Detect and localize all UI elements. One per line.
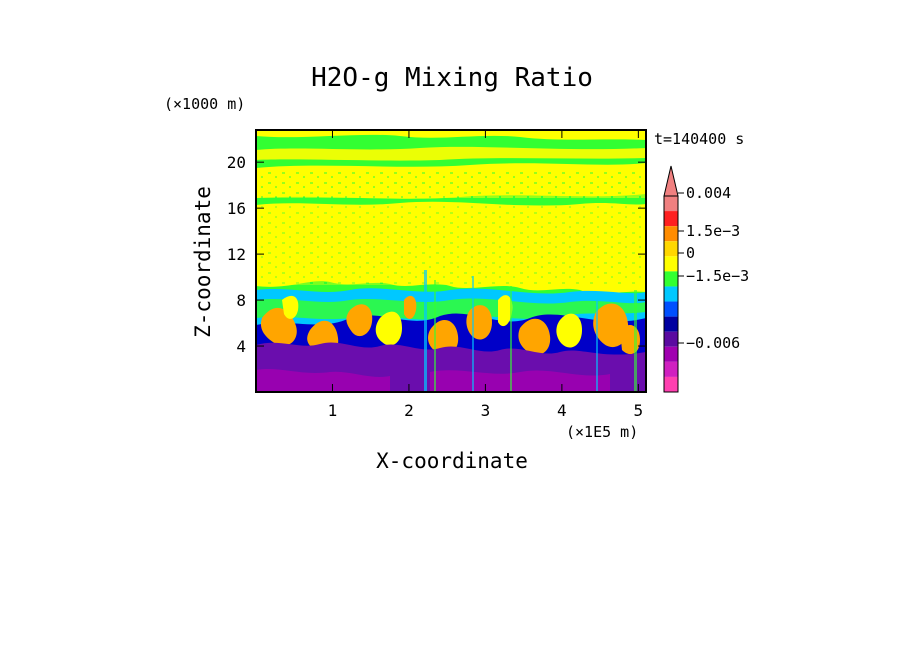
colorbar-segment — [664, 301, 678, 317]
contour-field — [256, 130, 646, 392]
colorbar-segment — [664, 241, 678, 257]
colorbar-frame — [663, 195, 679, 393]
x-tick-label: 2 — [404, 401, 414, 420]
y-tick-label: 20 — [227, 153, 246, 172]
colorbar-segment — [664, 376, 678, 392]
y-unit-label: (×1000 m) — [164, 95, 245, 113]
x-tick-label: 5 — [634, 401, 644, 420]
colorbar-labels: 0.004 1.5e−3 0 −1.5e−3 −0.006 — [678, 184, 749, 352]
x-tick-label: 3 — [481, 401, 491, 420]
x-tick-label: 4 — [557, 401, 567, 420]
y-tick-label: 8 — [236, 291, 246, 310]
y-tick-label: 4 — [236, 337, 246, 356]
x-axis: 1 2 3 4 5 — [328, 130, 644, 420]
colorbar-segment — [664, 256, 678, 272]
colorbar-segment — [664, 361, 678, 377]
colorbar-label: −0.006 — [686, 334, 740, 352]
y-tick-label: 12 — [227, 245, 246, 264]
colorbar-segment — [664, 196, 678, 212]
colorbar-label: 0 — [686, 244, 695, 262]
colorbar-label: 0.004 — [686, 184, 731, 202]
colorbar-segment — [664, 226, 678, 242]
x-tick-label: 1 — [328, 401, 338, 420]
x-unit-label: (×1E5 m) — [566, 423, 638, 441]
colorbar-segment — [664, 271, 678, 287]
chart-title: H2O-g Mixing Ratio — [311, 63, 593, 93]
colorbar-arrow — [663, 165, 679, 197]
colorbar-segment — [664, 211, 678, 227]
colorbar-segment — [664, 346, 678, 362]
colorbar-segment — [664, 331, 678, 347]
time-label: t=140400 s — [654, 130, 744, 148]
colorbar — [663, 165, 679, 393]
colorbar-segment — [664, 316, 678, 332]
x-axis-label: X-coordinate — [376, 449, 528, 473]
colorbar-label: 1.5e−3 — [686, 222, 740, 240]
y-axis: 4 8 12 16 20 — [227, 153, 646, 356]
y-tick-label: 16 — [227, 199, 246, 218]
colorbar-label: −1.5e−3 — [686, 267, 749, 285]
colorbar-segment — [664, 286, 678, 302]
y-axis-label: Z-coordinate — [191, 186, 215, 338]
plot-frame — [255, 129, 647, 393]
